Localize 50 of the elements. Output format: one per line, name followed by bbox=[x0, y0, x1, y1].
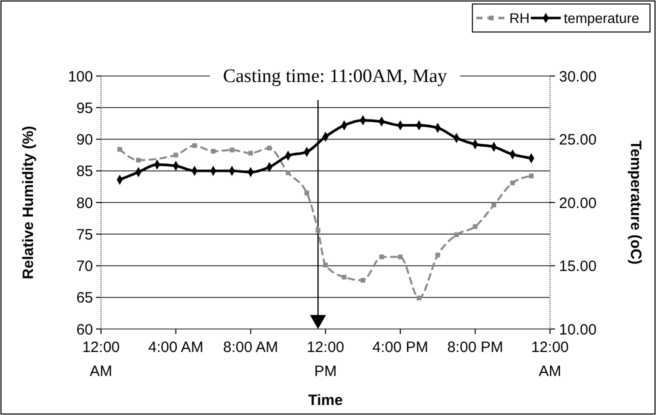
point bbox=[454, 232, 459, 238]
point bbox=[248, 150, 254, 156]
point bbox=[304, 190, 310, 196]
point bbox=[192, 143, 197, 148]
x-axis-title: Time bbox=[308, 392, 343, 409]
point bbox=[528, 174, 534, 178]
y2-tick-label: 20.00 bbox=[559, 194, 597, 212]
y-tick-label: 60 bbox=[76, 321, 93, 338]
point bbox=[492, 202, 496, 208]
y-tick-label: 70 bbox=[76, 258, 93, 275]
x-tick-label: 12:00 PM bbox=[306, 339, 344, 380]
legend-label: RH bbox=[509, 10, 530, 26]
x-tick-label: 4:00 PM bbox=[372, 339, 428, 356]
point bbox=[316, 228, 320, 233]
point bbox=[323, 262, 328, 268]
point bbox=[117, 147, 122, 152]
point bbox=[173, 152, 178, 158]
point bbox=[360, 278, 366, 283]
chart-title: Casting time: 11:00AM, May bbox=[222, 66, 448, 87]
x-tick-label: 12:00 AM bbox=[531, 339, 569, 380]
y-tick-label: 85 bbox=[76, 163, 93, 180]
point bbox=[210, 148, 216, 154]
point bbox=[416, 296, 422, 300]
point bbox=[267, 146, 272, 150]
y-tick-label: 65 bbox=[76, 290, 93, 307]
legend-label: temperature bbox=[564, 10, 640, 26]
y2-tick-label: 30.00 bbox=[559, 68, 597, 86]
y2-tick-label: 10.00 bbox=[559, 321, 597, 338]
y2-tick-label: 15.00 bbox=[559, 258, 597, 275]
x-tick-label: 12:00 AM bbox=[82, 339, 120, 380]
y-tick-label: 75 bbox=[76, 226, 93, 244]
point bbox=[136, 158, 141, 162]
x-tick-label: 8:00 AM bbox=[223, 339, 278, 356]
y-tick-label: 95 bbox=[76, 100, 93, 117]
point bbox=[286, 170, 290, 176]
x-tick-label: 8:00 PM bbox=[447, 339, 504, 356]
point bbox=[342, 274, 347, 280]
y-tick-label: 90 bbox=[76, 132, 93, 148]
y-axis-title: Relative Humidity (%) bbox=[20, 126, 37, 280]
point bbox=[472, 224, 478, 229]
point bbox=[379, 254, 384, 260]
point bbox=[230, 148, 234, 152]
y2-axis-title: Temperature (oC) bbox=[627, 140, 644, 264]
y-tick-label: 80 bbox=[76, 194, 93, 212]
y-tick-label: 100 bbox=[68, 68, 93, 86]
point bbox=[398, 254, 403, 260]
point bbox=[510, 180, 515, 186]
x-tick-label: 4:00 AM bbox=[148, 339, 204, 356]
y2-tick-label: 25.00 bbox=[559, 132, 597, 148]
point bbox=[435, 252, 440, 258]
